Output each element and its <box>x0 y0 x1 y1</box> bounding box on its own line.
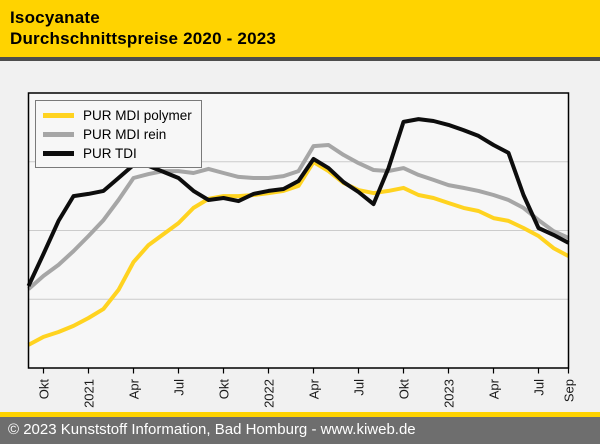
legend-swatch-pur-mdi-rein <box>43 132 74 137</box>
header: Isocyanate Durchschnittspreise 2020 - 20… <box>0 0 600 57</box>
series-pur-tdi <box>26 117 570 287</box>
x-tick-label: 2022 <box>262 379 277 408</box>
x-tick-label: Jul <box>352 379 367 396</box>
footer-separator <box>0 412 600 417</box>
x-tick-label: 2021 <box>82 379 97 408</box>
copyright-text: © 2023 Kunststoff Information, Bad Hombu… <box>8 421 416 438</box>
plot-border <box>27 92 570 369</box>
series-pur-mdi-rein <box>27 143 570 291</box>
x-tick-label: 2023 <box>442 379 457 408</box>
series-pur-mdi-polymer <box>27 160 570 347</box>
footer: © 2023 Kunststoff Information, Bad Hombu… <box>0 417 600 444</box>
legend-label: PUR MDI polymer <box>83 108 192 123</box>
legend-label: PUR TDI <box>83 146 137 161</box>
x-tick-label: Jul <box>532 379 547 396</box>
x-tick-label: Jul <box>172 379 187 396</box>
header-separator <box>0 57 600 61</box>
legend-label: PUR MDI rein <box>83 127 167 142</box>
x-tick-label: Apr <box>487 378 502 399</box>
x-tick-label: Okt <box>397 379 412 400</box>
legend-item: PUR MDI rein <box>43 125 192 144</box>
legend-item: PUR MDI polymer <box>43 106 192 125</box>
legend-swatch-pur-tdi <box>43 151 74 156</box>
legend: PUR MDI polymer PUR MDI rein PUR TDI <box>35 100 202 168</box>
x-tick-label: Okt <box>217 379 232 400</box>
x-tick-label: Okt <box>37 379 52 400</box>
x-tick-label: Sep <box>562 379 577 402</box>
x-tick-label: Apr <box>307 378 322 399</box>
page-title: Isocyanate <box>10 8 100 27</box>
page-subtitle: Durchschnittspreise 2020 - 2023 <box>10 29 277 48</box>
legend-swatch-pur-mdi-polymer <box>43 113 74 118</box>
legend-item: PUR TDI <box>43 144 192 163</box>
x-tick-label: Apr <box>127 378 142 399</box>
